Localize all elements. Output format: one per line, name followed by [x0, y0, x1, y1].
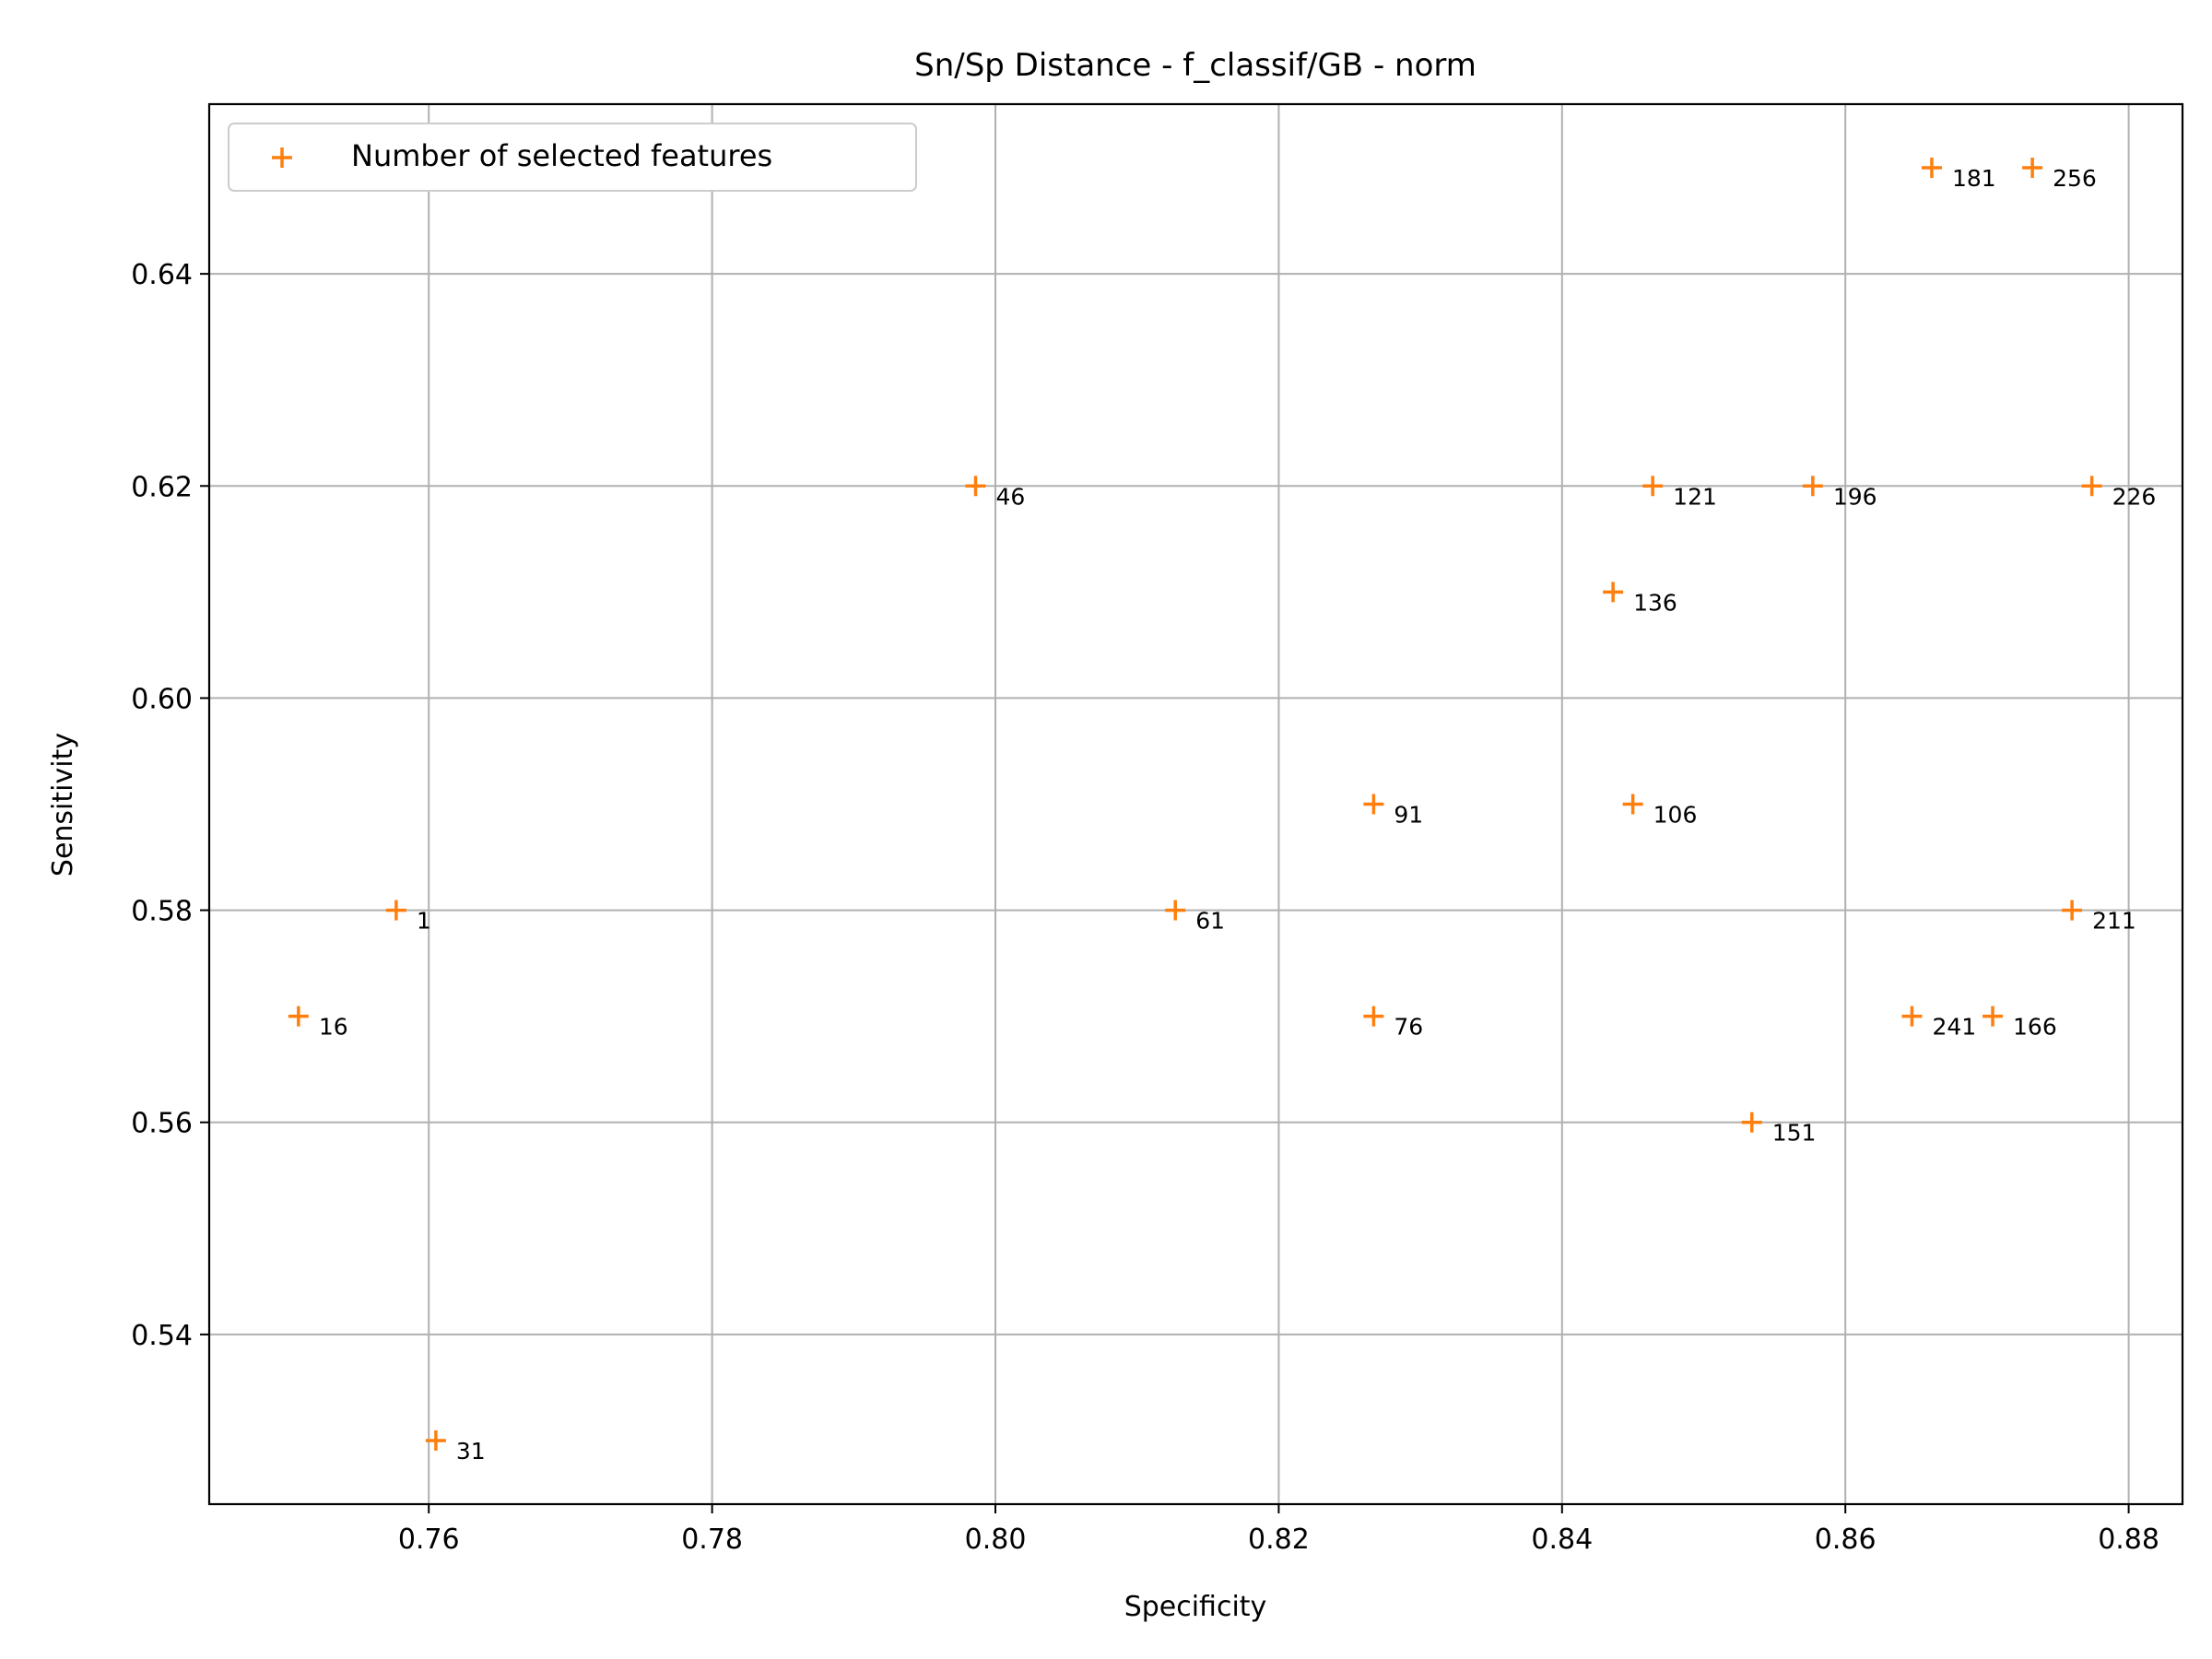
- plot-area-frame: [207, 102, 2184, 1506]
- data-point: [1363, 794, 1384, 815]
- point-label: 166: [2013, 1014, 2057, 1041]
- y-axis-ticks: 0.54 0.56 0.58 0.60 0.62 0.64: [131, 259, 209, 1352]
- legend-box: [228, 123, 917, 192]
- data-point: [2022, 158, 2043, 179]
- point-label: 256: [2053, 165, 2097, 192]
- point-label: 181: [1952, 165, 1996, 192]
- point-label: 106: [1653, 802, 1698, 829]
- legend-entry-label: Number of selected features: [351, 138, 772, 173]
- point-label: 46: [996, 483, 1026, 510]
- data-point: [1363, 1006, 1384, 1027]
- data-point: [1983, 1006, 2004, 1027]
- data-point: [288, 1006, 309, 1027]
- point-label: 136: [1633, 589, 1677, 616]
- y-tick-label: 0.62: [131, 471, 193, 503]
- data-points: 1 16 31 46 61 76 91 106 121 136 151 166 181 196 211 226…: [288, 158, 2157, 1465]
- y-axis-label: Sensitivity: [47, 733, 79, 877]
- data-point: [1603, 582, 1624, 603]
- point-label: 226: [2112, 483, 2157, 510]
- data-point: [1901, 1006, 1923, 1027]
- y-tick-label: 0.56: [131, 1108, 193, 1140]
- point-label: 121: [1673, 483, 1717, 510]
- point-label: 91: [1394, 802, 1423, 829]
- point-label: 16: [319, 1014, 348, 1041]
- point-label: 196: [1833, 483, 1877, 510]
- point-label: 151: [1772, 1120, 1817, 1147]
- x-tick-label: 0.80: [965, 1524, 1027, 1556]
- data-point: [2081, 476, 2102, 497]
- point-label: 76: [1394, 1014, 1423, 1041]
- x-tick-label: 0.76: [398, 1524, 460, 1556]
- data-point: [1921, 158, 1942, 179]
- data-point: [1622, 794, 1643, 815]
- x-tick-label: 0.88: [2098, 1524, 2159, 1556]
- data-point: [425, 1430, 446, 1451]
- point-label: 241: [1932, 1014, 1976, 1041]
- x-tick-label: 0.82: [1248, 1524, 1310, 1556]
- point-label: 1: [417, 908, 431, 935]
- data-point: [1642, 476, 1664, 497]
- x-axis-ticks: 0.76 0.78 0.80 0.82 0.84 0.86 0.88: [398, 1504, 2159, 1556]
- x-tick-label: 0.78: [681, 1524, 743, 1556]
- point-label: 211: [2092, 908, 2136, 935]
- x-axis-label: Specificity: [1124, 1591, 1267, 1623]
- data-point: [1802, 476, 1823, 497]
- y-tick-label: 0.64: [131, 259, 193, 291]
- data-point: [1165, 900, 1186, 921]
- grid: [209, 104, 2183, 1504]
- x-tick-label: 0.84: [1531, 1524, 1593, 1556]
- point-label: 31: [456, 1438, 486, 1465]
- data-point: [965, 476, 986, 497]
- legend: Number of selected features: [228, 123, 917, 192]
- point-label: 61: [1195, 908, 1225, 935]
- data-point: [1741, 1112, 1762, 1133]
- data-point: [385, 900, 406, 921]
- data-point: [2062, 900, 2083, 921]
- y-tick-label: 0.58: [131, 896, 193, 928]
- legend-marker-plus: [272, 147, 292, 168]
- chart-title: Sn/Sp Distance - f_classif/GB - norm: [914, 47, 1477, 84]
- y-tick-label: 0.54: [131, 1320, 193, 1352]
- y-tick-label: 0.60: [131, 683, 193, 715]
- x-tick-label: 0.86: [1815, 1524, 1877, 1556]
